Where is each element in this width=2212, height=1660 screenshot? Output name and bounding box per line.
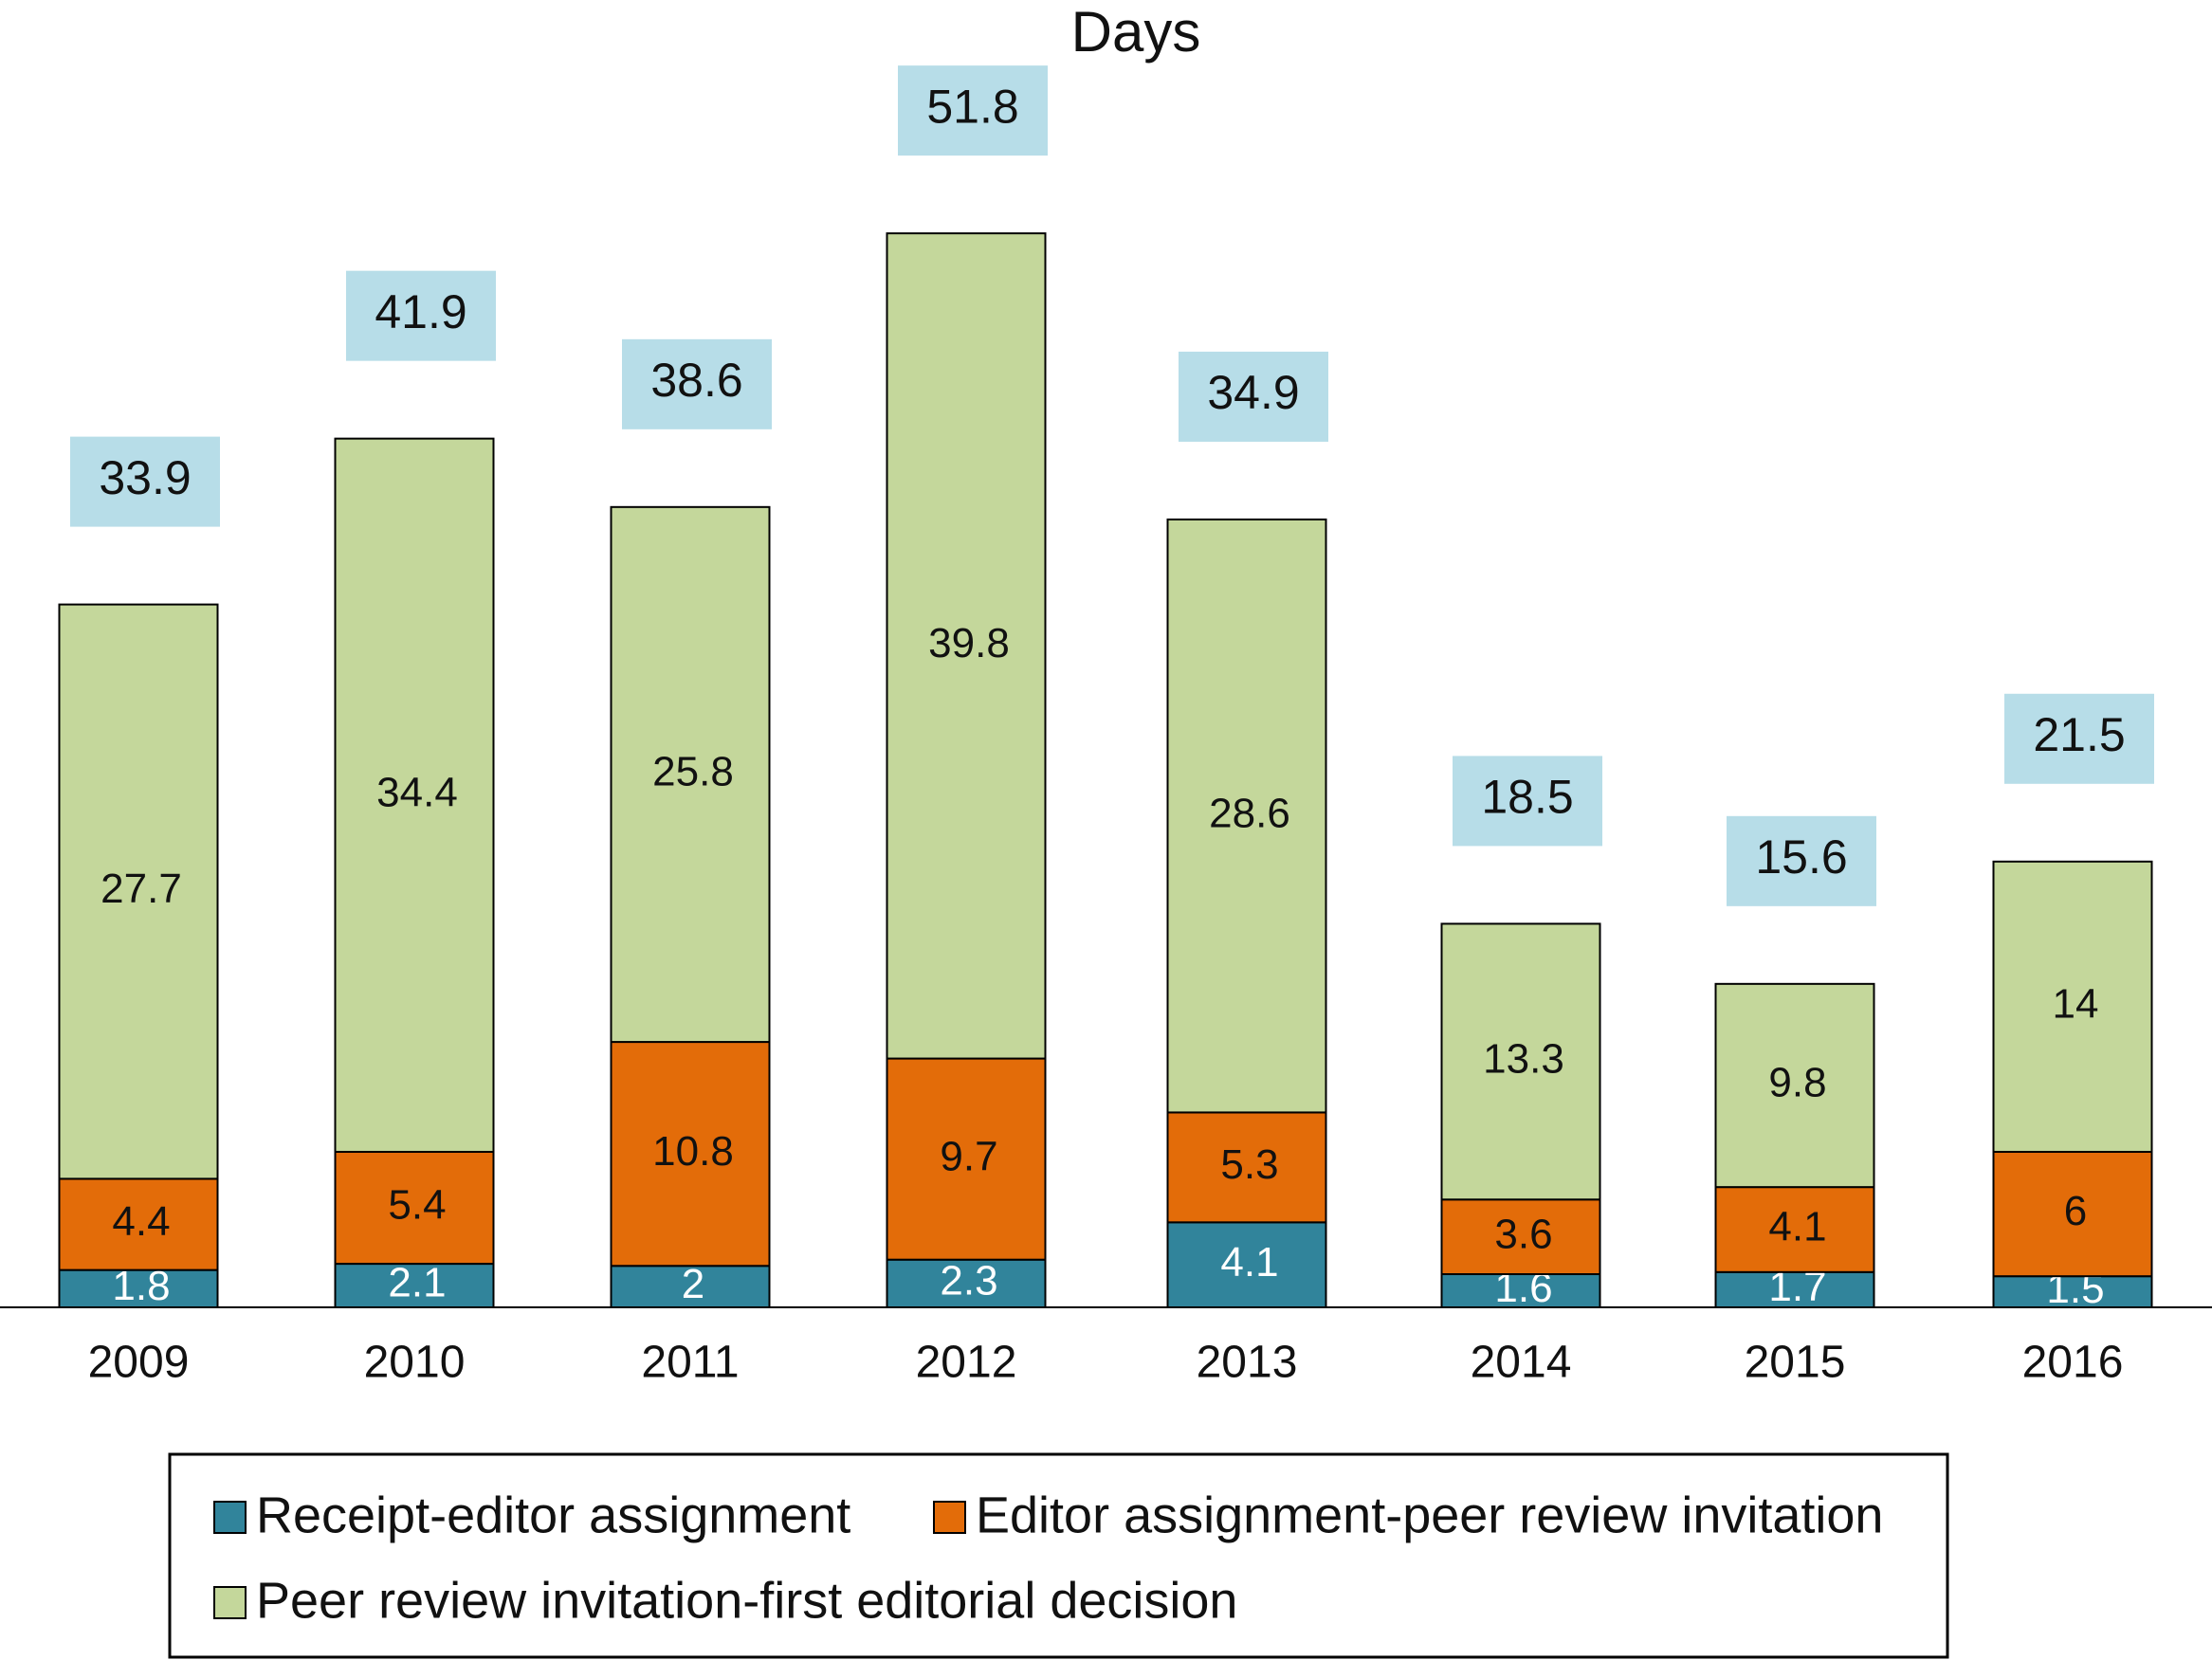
segment-label: 6	[2064, 1188, 2087, 1234]
total-label: 38.6	[650, 354, 742, 407]
total-box	[898, 65, 1048, 156]
segment-label: 25.8	[652, 749, 734, 795]
total-label: 51.8	[926, 80, 1018, 133]
bar-segment	[334, 437, 495, 1153]
segment-label: 9.7	[940, 1133, 997, 1179]
bar-segment	[886, 232, 1047, 1060]
bar-segment	[1166, 1111, 1327, 1224]
segment-label: 9.8	[1768, 1060, 1826, 1106]
bar-segment	[1166, 1221, 1327, 1309]
bar-segment	[58, 603, 219, 1180]
bar-segment	[1992, 860, 2153, 1153]
segment-label: 4.4	[112, 1198, 170, 1245]
bar-segment	[1714, 1186, 1875, 1273]
segment-label: 2	[682, 1261, 704, 1307]
x-tick-label: 2009	[88, 1338, 190, 1388]
total-box	[1179, 351, 1328, 442]
bar-segment	[1440, 1198, 1601, 1276]
x-tick-label: 2013	[1197, 1338, 1298, 1388]
x-tick-label: 2016	[2022, 1338, 2124, 1388]
legend-label: Receipt-editor assignment	[256, 1487, 850, 1543]
total-label: 15.6	[1755, 830, 1847, 884]
bar-segment	[58, 1268, 219, 1309]
segment-label: 5.3	[1220, 1141, 1278, 1188]
x-tick-label: 2010	[364, 1338, 466, 1388]
bar-segment	[1440, 922, 1601, 1201]
legend-swatch	[933, 1501, 966, 1534]
segment-label: 4.1	[1220, 1239, 1278, 1286]
total-label: 18.5	[1481, 771, 1573, 824]
x-tick-label: 2014	[1471, 1338, 1572, 1388]
total-box	[1453, 756, 1602, 847]
bar-segment	[1992, 1275, 2153, 1308]
total-label: 41.9	[375, 285, 466, 338]
bar-segment	[334, 1263, 495, 1308]
segment-label: 10.8	[652, 1128, 734, 1175]
bar-segment	[1166, 518, 1327, 1114]
total-label: 21.5	[2033, 708, 2125, 761]
total-box	[346, 270, 496, 361]
x-tick-label: 2015	[1745, 1338, 1846, 1388]
bar-segment	[1992, 1150, 2153, 1278]
total-box	[622, 338, 772, 429]
segment-label: 4.1	[1768, 1204, 1826, 1250]
total-box	[1727, 815, 1876, 906]
bar-segment	[334, 1150, 495, 1266]
bar-segment	[1714, 1270, 1875, 1309]
bar-segment	[610, 1265, 771, 1309]
segment-label: 27.7	[101, 866, 182, 912]
legend-label: Editor assignment-peer review invitation	[976, 1487, 1883, 1543]
bar-segment	[610, 505, 771, 1044]
total-box	[2004, 693, 2154, 784]
total-box	[70, 436, 220, 527]
chart-title: Days	[1071, 0, 1201, 64]
x-tick-label: 2011	[641, 1338, 739, 1388]
segment-label: 13.3	[1483, 1035, 1564, 1082]
segment-label: 39.8	[928, 620, 1010, 666]
bar-segment	[610, 1041, 771, 1268]
legend-swatch	[213, 1586, 247, 1619]
legend-box	[168, 1452, 1949, 1659]
total-label: 34.9	[1207, 366, 1299, 419]
legend-swatch	[213, 1501, 247, 1534]
segment-label: 28.6	[1209, 790, 1290, 836]
legend-label: Peer review invitation-first editorial d…	[256, 1572, 1237, 1629]
segment-label: 14	[2053, 981, 2099, 1028]
x-tick-label: 2012	[916, 1338, 1017, 1388]
total-label: 33.9	[99, 451, 191, 504]
segment-label: 34.4	[376, 769, 458, 815]
segment-label: 3.6	[1494, 1211, 1552, 1257]
segment-label: 5.4	[388, 1182, 446, 1229]
segment-label: 2.1	[388, 1260, 446, 1306]
segment-label: 2.3	[940, 1257, 997, 1304]
bar-segment	[1714, 982, 1875, 1189]
bar-segment	[886, 1057, 1047, 1261]
